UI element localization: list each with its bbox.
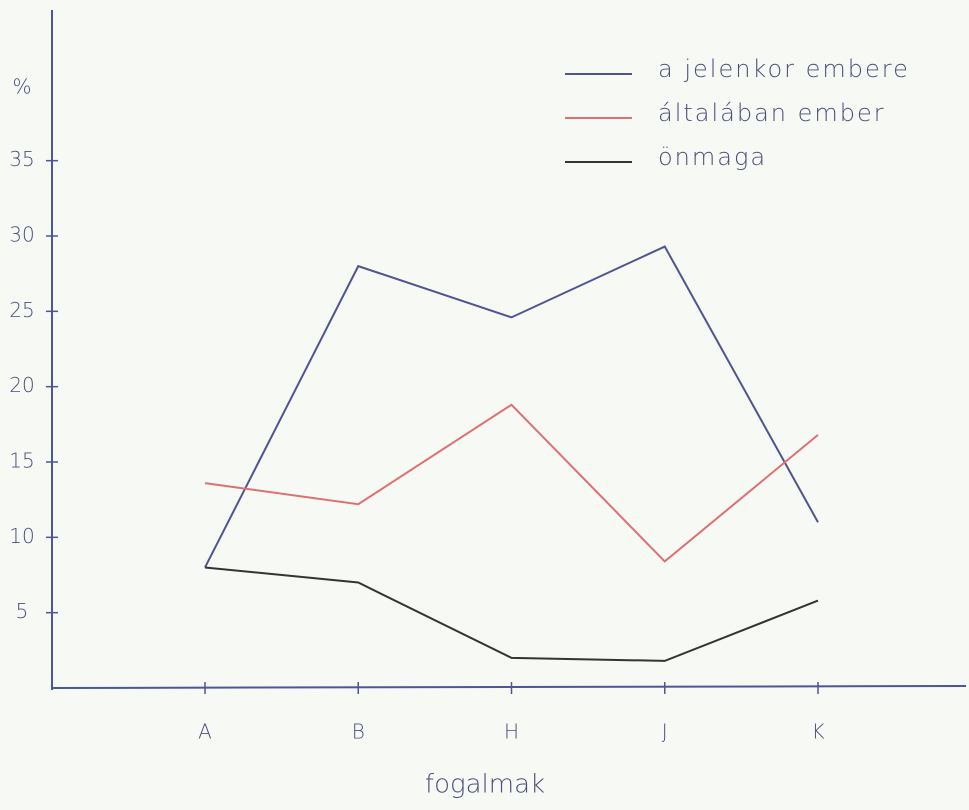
x-tick-label: J	[662, 720, 668, 744]
y-tick-label: 15	[9, 449, 34, 473]
y-tick-label: 5	[16, 599, 29, 623]
legend-label: általában ember	[658, 99, 886, 127]
x-axis	[51, 685, 967, 689]
x-tick-label: B	[352, 720, 365, 744]
y-axis-label: %	[12, 75, 31, 99]
y-tick-label: 30	[9, 223, 34, 247]
series-line	[204, 245, 819, 568]
x-axis-label: fogalmak	[425, 770, 545, 800]
y-tick-label: 35	[9, 147, 34, 171]
series-line	[204, 403, 819, 563]
x-tick-label: H	[504, 720, 519, 744]
legend-label: önmaga	[658, 143, 767, 171]
legend-label: a jelenkor embere	[658, 55, 910, 83]
y-tick-label: 25	[9, 298, 34, 322]
y-tick-label: 10	[9, 524, 34, 548]
x-tick-label: K	[811, 720, 824, 744]
x-tick-label: A	[198, 720, 212, 744]
series-line	[204, 566, 819, 662]
y-tick-label: 20	[9, 373, 34, 397]
